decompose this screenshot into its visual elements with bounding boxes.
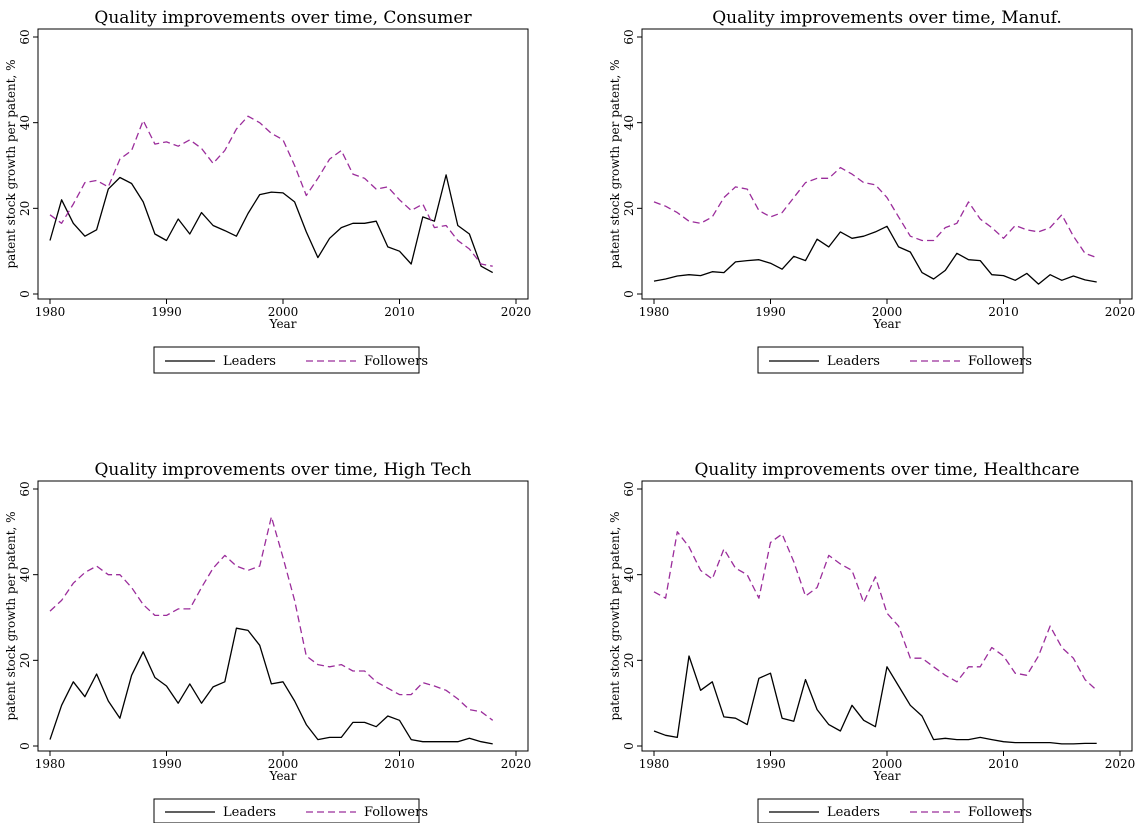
legend-box (757, 798, 1024, 823)
x-axis-label: Year (873, 769, 901, 783)
y-tick-label: 0 (18, 290, 32, 298)
series-line-followers (653, 166, 1097, 259)
legend-label-followers: Followers (968, 354, 1032, 369)
y-tick-label: 60 (622, 29, 636, 44)
y-tick-label: 40 (18, 567, 32, 582)
x-tick-label: 2010 (988, 305, 1019, 319)
y-tick-label: 60 (622, 481, 636, 496)
legend-label-followers: Followers (968, 805, 1032, 820)
y-tick-label: 0 (622, 290, 636, 298)
x-tick-label: 2000 (268, 757, 299, 771)
y-axis-label: patent stock growth per patent, % (4, 511, 18, 720)
x-tick-label: 1980 (639, 305, 670, 319)
y-tick-label: 60 (18, 29, 32, 44)
legend-label-leaders: Leaders (223, 805, 276, 820)
x-tick-label: 1980 (35, 305, 66, 319)
plot-frame (37, 480, 529, 752)
x-tick-label: 2010 (384, 757, 415, 771)
legend: Leaders Followers (757, 798, 1032, 823)
legend-label-followers: Followers (364, 805, 428, 820)
y-tick-label: 40 (622, 115, 636, 130)
legend: Leaders Followers (757, 346, 1032, 374)
x-tick-label: 1990 (151, 757, 182, 771)
y-tick-label: 40 (622, 567, 636, 582)
legend-box (153, 798, 420, 823)
series-line-leaders (49, 174, 494, 274)
x-tick-label: 2000 (872, 757, 903, 771)
chart-panel-2: Quality improvements over time, Manuf. 19… (608, 8, 1136, 374)
legend: Leaders Followers (153, 346, 428, 374)
y-tick-label: 60 (18, 481, 32, 496)
x-tick-label: 2000 (872, 305, 903, 319)
series-line-leaders (653, 655, 1097, 745)
chart-panel-1: Quality improvements over time, Consumer… (4, 8, 532, 374)
x-tick-label: 1990 (755, 757, 786, 771)
plot-frame (641, 480, 1133, 752)
x-tick-label: 2020 (1105, 305, 1136, 319)
legend-label-followers: Followers (364, 354, 428, 369)
x-tick-label: 1990 (151, 305, 182, 319)
y-axis-label: patent stock growth per patent, % (608, 511, 622, 720)
legend: Leaders Followers (153, 798, 428, 823)
series-line-followers (49, 115, 493, 267)
x-tick-label: 2020 (501, 305, 532, 319)
chart-title: Quality improvements over time, High Tec… (94, 460, 471, 480)
y-tick-label: 40 (18, 115, 32, 130)
x-tick-label: 2020 (501, 757, 532, 771)
series-line-leaders (49, 627, 493, 745)
chart-panel-4: Quality improvements over time, Healthca… (608, 460, 1135, 823)
legend-label-leaders: Leaders (827, 354, 880, 369)
y-axis-label: patent stock growth per patent, % (4, 59, 18, 268)
x-axis-label: Year (269, 317, 297, 331)
x-tick-label: 1980 (35, 757, 66, 771)
chart-title: Quality improvements over time, Manuf. (712, 8, 1062, 28)
x-axis-label: Year (269, 769, 297, 783)
x-tick-label: 1990 (755, 305, 786, 319)
y-axis-label: patent stock growth per patent, % (608, 59, 622, 268)
x-tick-label: 2000 (268, 305, 299, 319)
y-tick-label: 0 (622, 742, 636, 750)
legend-box (153, 346, 420, 374)
legend-label-leaders: Leaders (827, 805, 880, 820)
legend-label-leaders: Leaders (223, 354, 276, 369)
y-tick-label: 20 (18, 201, 32, 216)
y-tick-label: 0 (18, 742, 32, 750)
y-tick-label: 20 (622, 653, 636, 668)
x-tick-label: 2020 (1105, 757, 1136, 771)
series-line-followers (49, 516, 494, 721)
series-line-followers (653, 531, 1098, 691)
y-tick-label: 20 (18, 653, 32, 668)
x-axis-label: Year (873, 317, 901, 331)
plot-frame (641, 28, 1133, 300)
legend-box (757, 346, 1024, 374)
x-tick-label: 2010 (988, 757, 1019, 771)
chart-title: Quality improvements over time, Consumer (94, 8, 472, 28)
series-line-leaders (653, 225, 1097, 285)
plot-frame (37, 28, 529, 300)
chart-panel-3: Quality improvements over time, High Tec… (4, 460, 531, 823)
y-tick-label: 20 (622, 201, 636, 216)
x-tick-label: 2010 (384, 305, 415, 319)
chart-title: Quality improvements over time, Healthca… (694, 460, 1079, 480)
x-tick-label: 1980 (639, 757, 670, 771)
